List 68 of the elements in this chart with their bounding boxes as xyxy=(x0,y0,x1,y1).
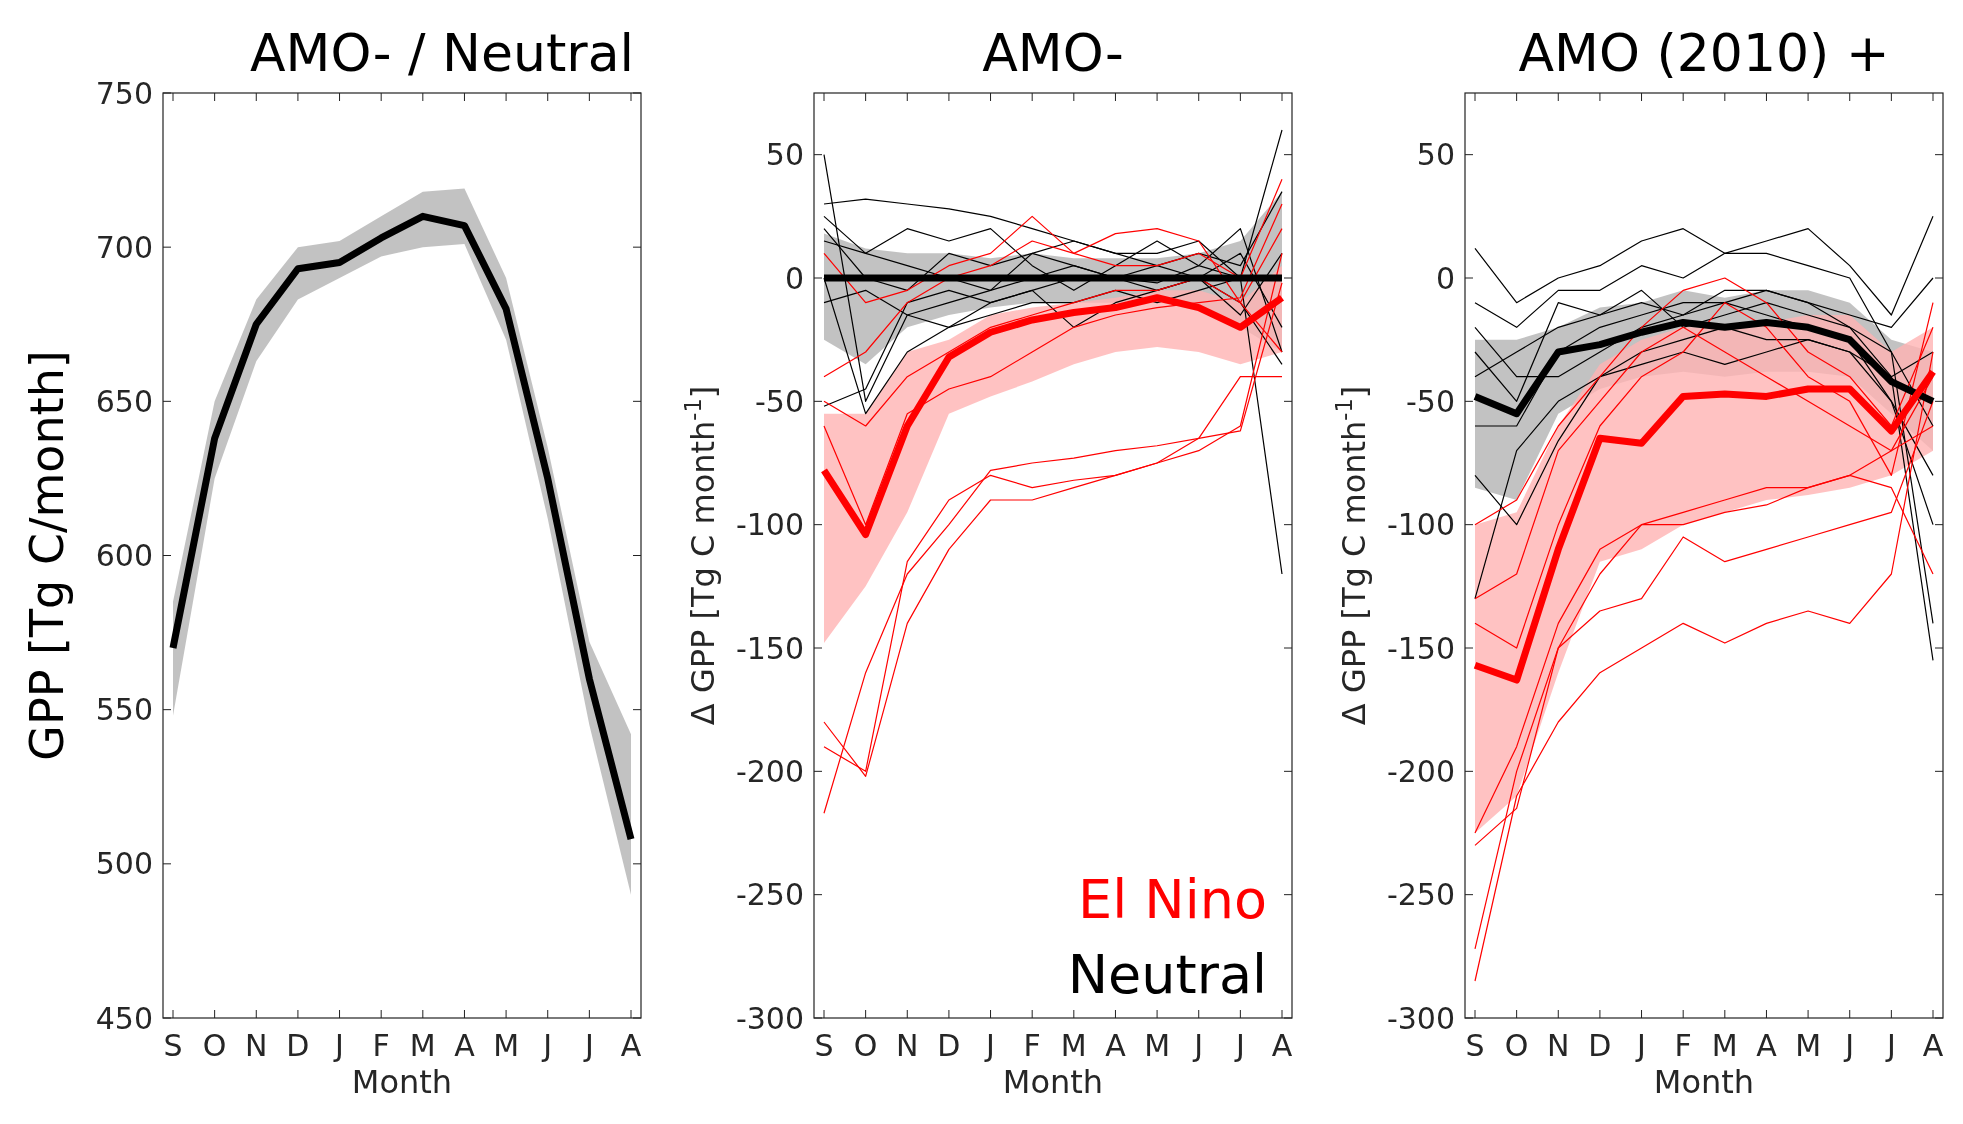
x-tick-label: M xyxy=(1711,1028,1738,1063)
y-tick-label: -300 xyxy=(1386,1000,1455,1036)
x-tick-label: A xyxy=(454,1028,476,1063)
x-tick-label: A xyxy=(620,1028,642,1063)
y-tick-label: -200 xyxy=(735,753,804,789)
x-tick-label: J xyxy=(1884,1028,1896,1063)
y-tick-label: 550 xyxy=(95,692,153,728)
y-tick-label: -100 xyxy=(735,507,804,543)
x-tick-label: F xyxy=(1023,1028,1041,1063)
y-tick-label: 450 xyxy=(95,1000,153,1036)
text: Neutral xyxy=(1067,943,1267,1006)
x-tick-label: J xyxy=(1233,1028,1245,1063)
x-tick-label: M xyxy=(409,1028,436,1063)
x-tick-label: M xyxy=(493,1028,520,1063)
x-tick-label: J xyxy=(1843,1028,1855,1063)
y-tick-label: 700 xyxy=(95,229,153,265)
y-tick-label: -250 xyxy=(1386,877,1455,913)
x-tick-label: J xyxy=(582,1028,594,1063)
x-tick-label: S xyxy=(814,1028,834,1063)
x-tick-label: A xyxy=(1922,1028,1944,1063)
x-tick-label: J xyxy=(541,1028,553,1063)
x-tick-label: M xyxy=(1795,1028,1822,1063)
x-tick-label: D xyxy=(937,1028,961,1063)
y-tick-label: -50 xyxy=(1406,383,1455,419)
y-tick-label: 0 xyxy=(1435,260,1455,296)
y-axis-title: GPP [Tg C/month] xyxy=(20,350,74,761)
x-tick-label: F xyxy=(1674,1028,1692,1063)
x-tick-label: N xyxy=(896,1028,919,1063)
x-tick-label: A xyxy=(1271,1028,1293,1063)
y-tick-label: -150 xyxy=(735,630,804,666)
x-tick-label: S xyxy=(163,1028,183,1063)
x-tick-label: J xyxy=(333,1028,344,1063)
x-tick-label: D xyxy=(286,1028,310,1063)
x-tick-label: M xyxy=(1060,1028,1087,1063)
x-tick-label: S xyxy=(1465,1028,1485,1063)
x-axis-title: Month xyxy=(1653,1063,1755,1101)
x-tick-label: O xyxy=(853,1028,878,1063)
x-tick-label: F xyxy=(372,1028,390,1063)
x-tick-label: M xyxy=(1144,1028,1171,1063)
x-tick-label: N xyxy=(245,1028,268,1063)
x-tick-label: J xyxy=(1192,1028,1204,1063)
y-tick-label: 600 xyxy=(95,538,153,573)
x-tick-label: N xyxy=(1547,1028,1570,1063)
y-tick-label: 50 xyxy=(765,137,804,173)
chart-title: AMO (2010) + xyxy=(1518,23,1890,83)
x-tick-label: O xyxy=(1504,1028,1529,1063)
x-axis-title: Month xyxy=(1002,1063,1104,1101)
x-tick-label: A xyxy=(1756,1028,1778,1063)
y-tick-label: -150 xyxy=(1386,630,1455,666)
text: El Nino xyxy=(1078,868,1267,931)
y-tick-label: -300 xyxy=(735,1000,804,1036)
chart-title: AMO- / Neutral xyxy=(249,23,635,83)
x-tick-label: O xyxy=(202,1028,227,1063)
chart-title: AMO- xyxy=(982,23,1124,83)
x-tick-label: J xyxy=(984,1028,995,1063)
y-tick-label: -100 xyxy=(1386,507,1455,543)
y-tick-label: 750 xyxy=(95,75,153,111)
x-tick-label: A xyxy=(1105,1028,1127,1063)
y-tick-label: 50 xyxy=(1416,137,1455,173)
y-tick-label: 650 xyxy=(95,383,153,419)
y-tick-label: 500 xyxy=(95,846,153,882)
y-tick-label: -50 xyxy=(755,383,804,419)
y-tick-label: 0 xyxy=(784,260,804,296)
x-tick-label: J xyxy=(1635,1028,1646,1063)
y-tick-label: -250 xyxy=(735,877,804,913)
x-axis-title: Month xyxy=(351,1063,453,1101)
y-tick-label: -200 xyxy=(1386,753,1455,789)
x-tick-label: D xyxy=(1588,1028,1612,1063)
